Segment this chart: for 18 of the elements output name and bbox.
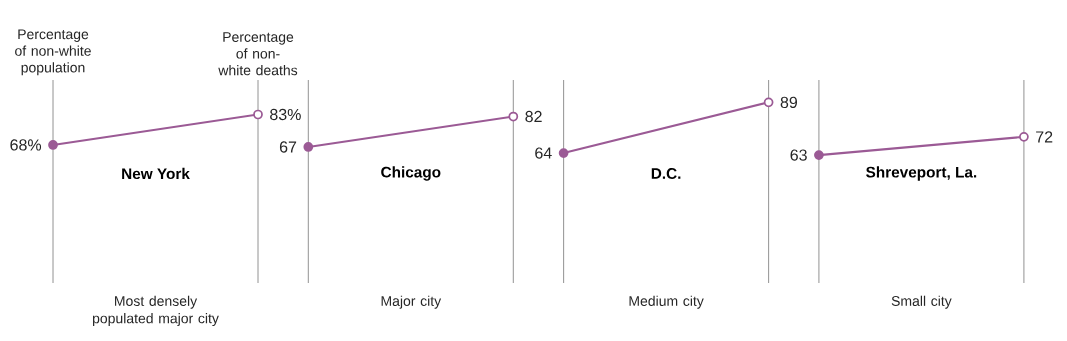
data-label: 67: [279, 141, 297, 153]
data-label: 89: [780, 96, 798, 108]
x-tick-label: Percentage of non-white deaths: [218, 32, 298, 76]
x-tick-label: Percentage of non-white population: [15, 29, 91, 76]
data-label: 72: [1036, 131, 1053, 143]
data-label: 63: [790, 149, 807, 161]
x-axis-title: Small city: [891, 295, 952, 309]
text: D.C.: [651, 168, 681, 179]
data-label: 82: [525, 110, 542, 123]
data-label: 68%: [10, 139, 42, 151]
text: Chicago: [381, 166, 441, 181]
data-label: 83%: [270, 108, 301, 121]
text: New York: [122, 167, 190, 180]
data-label: 64: [535, 147, 552, 159]
x-axis-title: Most densely populated major city: [92, 295, 219, 327]
x-axis-title: Major city: [381, 295, 442, 309]
text: Shreveport, La.: [866, 166, 977, 181]
x-axis-title: Medium city: [629, 295, 704, 309]
